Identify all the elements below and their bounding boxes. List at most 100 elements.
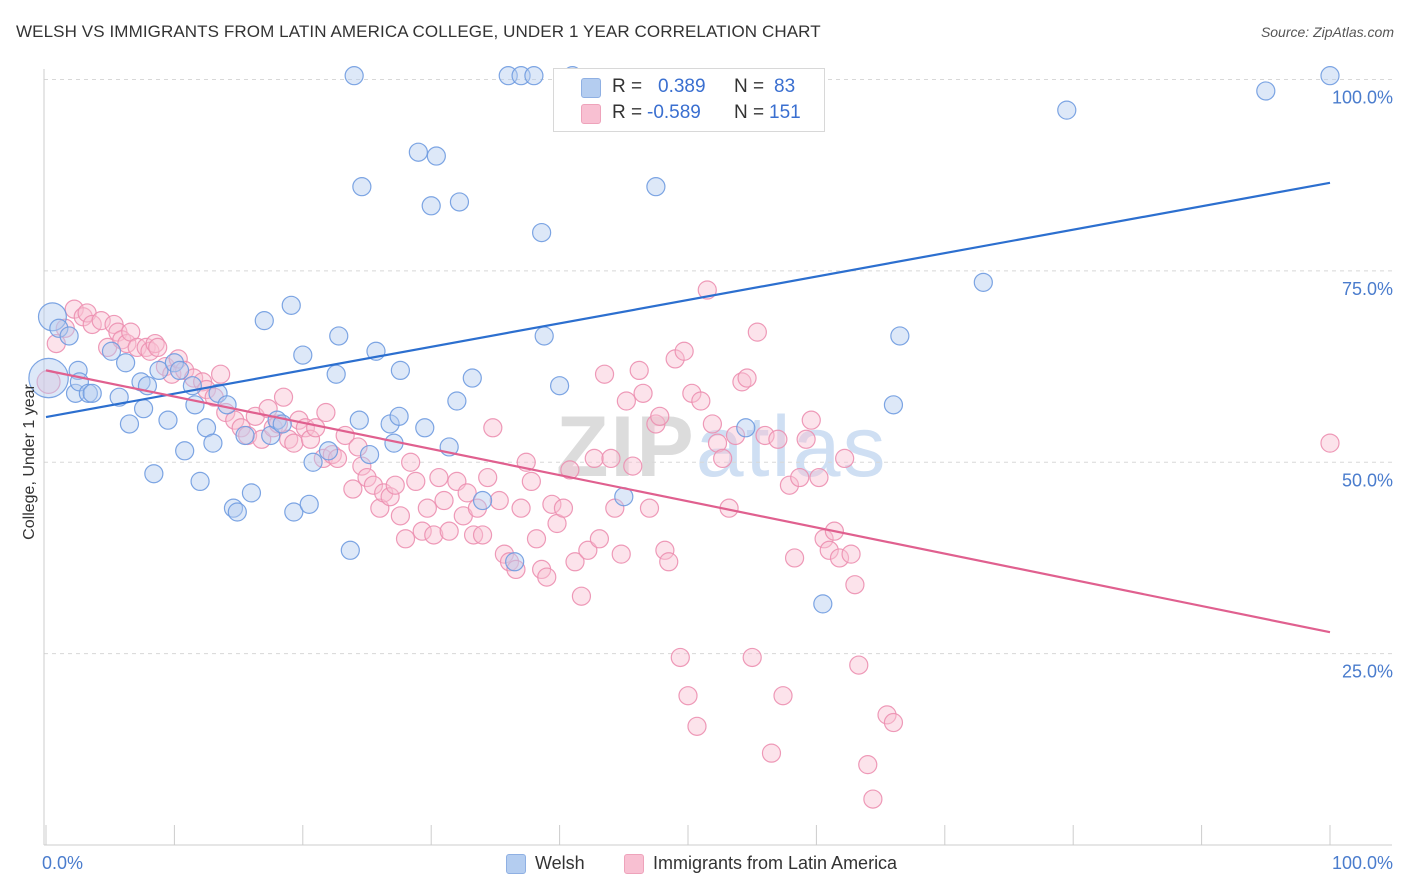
- latam-point: [363, 475, 384, 495]
- welsh-point: [415, 418, 435, 438]
- welsh-point: [299, 494, 319, 514]
- welsh-point: [190, 471, 210, 492]
- latam-point: [412, 521, 432, 541]
- latam-point: [457, 483, 477, 503]
- latam-point: [702, 414, 723, 434]
- y-tick-label: 25.0%: [1342, 662, 1393, 682]
- latam-point: [521, 471, 541, 492]
- latam-point: [674, 341, 694, 361]
- welsh-point: [119, 414, 140, 434]
- welsh-points-layer: [28, 66, 1340, 614]
- latam-point: [659, 552, 679, 572]
- welsh-point: [37, 302, 67, 332]
- latam-point: [742, 647, 762, 668]
- y-axis-title: College, Under 1 year: [21, 384, 38, 540]
- latam-point: [713, 448, 733, 469]
- latam-point: [439, 521, 459, 541]
- welsh-point: [534, 326, 554, 346]
- chart-source: Source: ZipAtlas.com: [1260, 24, 1394, 40]
- latam-point: [489, 490, 509, 511]
- latam-point: [352, 456, 372, 476]
- latam-point: [835, 448, 855, 469]
- latam-point: [796, 429, 816, 449]
- latam-point: [537, 567, 557, 587]
- latam-point: [639, 498, 660, 518]
- y-tick-label: 75.0%: [1342, 279, 1393, 299]
- welsh-point: [1057, 100, 1077, 120]
- latam-point: [650, 406, 670, 426]
- welsh-point: [303, 452, 323, 472]
- latam-point: [768, 429, 788, 449]
- welsh-point: [329, 326, 349, 346]
- latam-point: [773, 686, 793, 706]
- latam-point: [429, 467, 449, 488]
- latam-point: [483, 418, 503, 438]
- latam-point: [316, 402, 336, 423]
- latam-point: [790, 467, 810, 488]
- welsh-point: [149, 360, 169, 381]
- trend-lines-layer: [45, 181, 1331, 634]
- latam-point: [565, 552, 585, 572]
- latam-point: [300, 429, 321, 449]
- y-tick-label: 50.0%: [1342, 470, 1393, 490]
- tick-labels-layer: 25.0% 50.0% 75.0% 100.0% 0.0% 100.0% College, …: [21, 88, 1393, 874]
- y-tick-label: 100.0%: [1332, 88, 1393, 108]
- welsh-point: [144, 464, 164, 484]
- latam-point: [858, 755, 878, 775]
- latam-point: [883, 712, 904, 733]
- welsh-n-label: N =: [734, 76, 765, 97]
- welsh-point: [115, 353, 136, 373]
- latam-point: [343, 479, 363, 499]
- latam-point: [225, 410, 245, 430]
- latam-point: [611, 544, 631, 564]
- stats-legend: R = 0.389 N = 83 R = -0.589 N = 151: [553, 68, 825, 132]
- welsh-point: [340, 540, 360, 560]
- welsh-point: [646, 177, 666, 197]
- welsh-point: [524, 66, 544, 86]
- welsh-point: [235, 425, 255, 446]
- welsh-point: [462, 368, 482, 388]
- welsh-point: [101, 341, 122, 361]
- welsh-point: [447, 391, 467, 411]
- latam-points-layer: [36, 280, 1340, 809]
- welsh-point: [109, 387, 129, 407]
- welsh-point: [158, 410, 178, 430]
- welsh-point: [1320, 66, 1340, 86]
- chart-title: WELSH VS IMMIGRANTS FROM LATIN AMERICA C…: [16, 22, 821, 41]
- latam-point: [499, 552, 520, 572]
- welsh-n-value: 83: [774, 76, 796, 97]
- welsh-point: [169, 360, 190, 381]
- latam-point: [472, 525, 493, 545]
- welsh-point: [408, 142, 428, 162]
- welsh-trend-line: [45, 181, 1331, 419]
- latam-point: [601, 448, 621, 469]
- latam-point: [553, 498, 574, 518]
- latam-point: [560, 460, 580, 480]
- welsh-point: [281, 295, 301, 315]
- welsh-point: [82, 383, 102, 403]
- latam-point: [478, 467, 498, 488]
- latam-point: [819, 540, 839, 560]
- latam-point: [841, 544, 861, 564]
- welsh-point: [59, 326, 79, 346]
- latam-point: [829, 548, 850, 568]
- latam-point: [633, 383, 653, 403]
- latam-point: [725, 425, 746, 446]
- latam-legend-label: Immigrants from Latin America: [653, 853, 898, 873]
- welsh-point: [175, 441, 195, 461]
- welsh-point: [223, 498, 244, 518]
- latam-point: [390, 506, 411, 526]
- latam-point: [395, 529, 416, 549]
- welsh-r-label: R =: [612, 76, 643, 97]
- axis-layer: [43, 69, 1392, 846]
- welsh-point: [203, 433, 223, 453]
- welsh-point: [532, 222, 552, 243]
- welsh-point: [359, 444, 380, 465]
- latam-point: [584, 448, 604, 469]
- latam-point: [616, 391, 636, 411]
- welsh-swatch: [581, 78, 601, 98]
- latam-point: [506, 559, 526, 580]
- welsh-point: [133, 399, 154, 419]
- latam-point: [348, 437, 368, 457]
